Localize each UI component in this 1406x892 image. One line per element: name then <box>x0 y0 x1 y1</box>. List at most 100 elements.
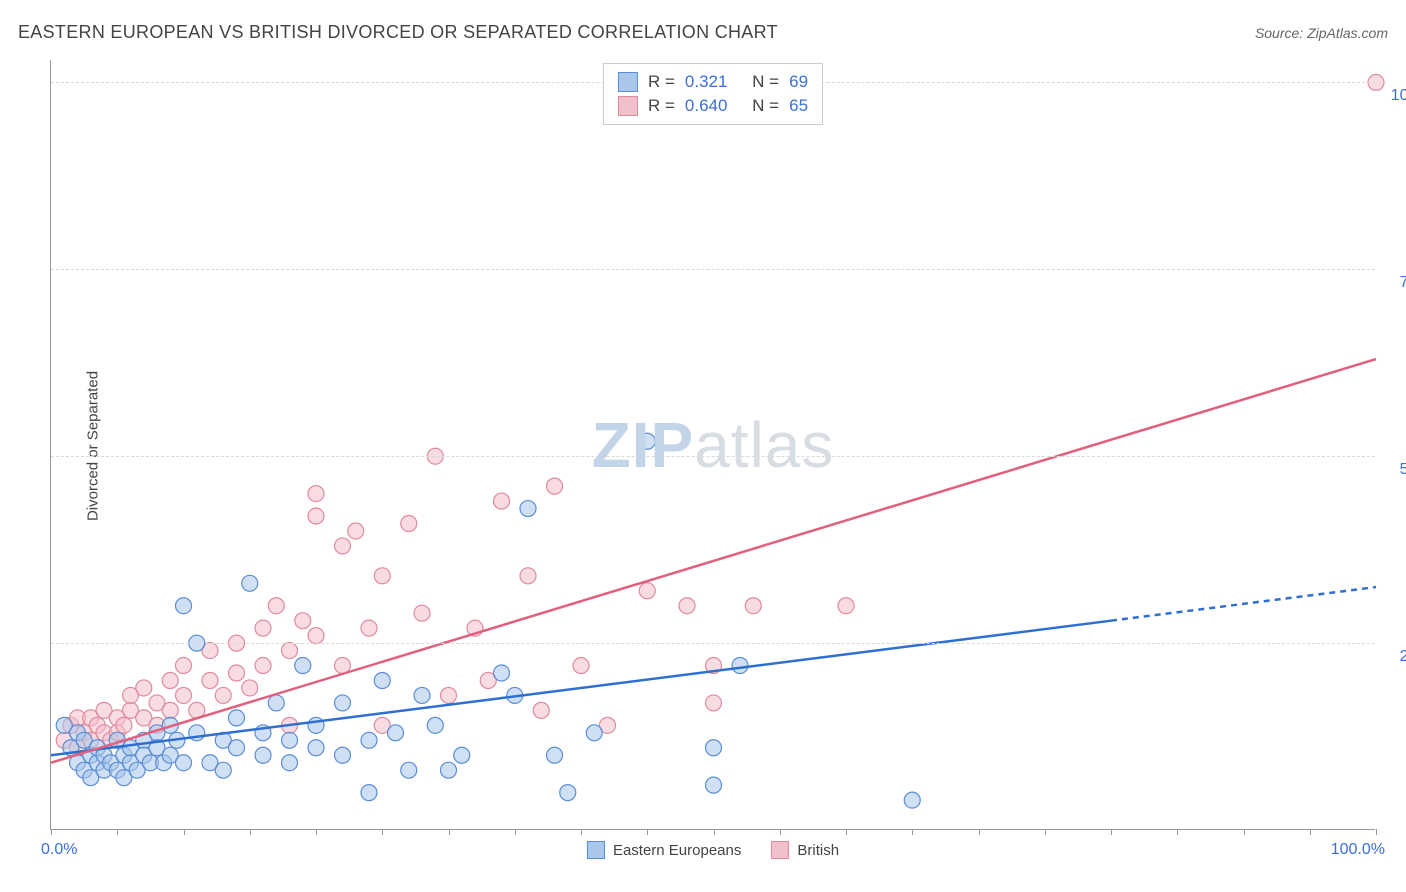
data-point <box>838 598 854 614</box>
y-tick-label: 75.0% <box>1385 274 1406 292</box>
trend-line <box>1111 587 1376 621</box>
data-point <box>308 740 324 756</box>
data-point <box>494 493 510 509</box>
x-tick <box>117 829 118 835</box>
data-point <box>414 687 430 703</box>
x-tick <box>1310 829 1311 835</box>
data-point <box>162 672 178 688</box>
x-axis-label-max: 100.0% <box>1331 841 1385 859</box>
data-point <box>255 747 271 763</box>
legend-swatch-1 <box>618 96 638 116</box>
data-point <box>295 658 311 674</box>
x-tick <box>316 829 317 835</box>
data-point <box>706 740 722 756</box>
data-point <box>706 695 722 711</box>
chart-svg <box>51 60 1375 829</box>
data-point <box>308 628 324 644</box>
data-point <box>401 762 417 778</box>
n-value-1: 65 <box>789 96 808 116</box>
data-point <box>639 583 655 599</box>
x-tick <box>250 829 251 835</box>
legend-item-1: British <box>771 841 839 859</box>
data-point <box>427 717 443 733</box>
data-point <box>374 672 390 688</box>
data-point <box>335 695 351 711</box>
data-point <box>282 755 298 771</box>
x-tick <box>979 829 980 835</box>
data-point <box>229 740 245 756</box>
data-point <box>215 762 231 778</box>
data-point <box>401 515 417 531</box>
data-point <box>520 568 536 584</box>
x-tick <box>714 829 715 835</box>
x-tick <box>912 829 913 835</box>
data-point <box>176 658 192 674</box>
data-point <box>441 687 457 703</box>
data-point <box>361 785 377 801</box>
data-point <box>136 680 152 696</box>
data-point <box>441 762 457 778</box>
data-point <box>242 575 258 591</box>
x-tick <box>1376 829 1377 835</box>
r-value-0: 0.321 <box>685 72 728 92</box>
data-point <box>547 747 563 763</box>
data-point <box>586 725 602 741</box>
data-point <box>229 665 245 681</box>
data-point <box>335 747 351 763</box>
source-attribution: Source: ZipAtlas.com <box>1255 25 1388 41</box>
data-point <box>242 680 258 696</box>
n-value-0: 69 <box>789 72 808 92</box>
data-point <box>454 747 470 763</box>
gridline <box>51 456 1375 457</box>
legend-swatch-bottom-0 <box>587 841 605 859</box>
x-axis-label-min: 0.0% <box>41 841 77 859</box>
data-point <box>745 598 761 614</box>
data-point <box>162 702 178 718</box>
r-value-1: 0.640 <box>685 96 728 116</box>
x-tick <box>449 829 450 835</box>
x-tick <box>581 829 582 835</box>
data-point <box>361 620 377 636</box>
data-point <box>573 658 589 674</box>
data-point <box>255 620 271 636</box>
x-tick <box>51 829 52 835</box>
legend-item-0: Eastern Europeans <box>587 841 741 859</box>
data-point <box>116 717 132 733</box>
data-point <box>255 658 271 674</box>
chart-title: EASTERN EUROPEAN VS BRITISH DIVORCED OR … <box>18 22 778 43</box>
data-point <box>639 433 655 449</box>
series-legend: Eastern Europeans British <box>587 841 839 859</box>
correlation-legend: R = 0.321 N = 69 R = 0.640 N = 65 <box>603 63 823 125</box>
legend-row-series-1: R = 0.640 N = 65 <box>618 94 808 118</box>
data-point <box>282 643 298 659</box>
data-point <box>215 687 231 703</box>
data-point <box>295 613 311 629</box>
y-tick-label: 100.0% <box>1385 87 1406 105</box>
x-tick <box>1111 829 1112 835</box>
x-tick <box>780 829 781 835</box>
gridline <box>51 643 1375 644</box>
x-tick <box>1244 829 1245 835</box>
data-point <box>176 598 192 614</box>
x-tick <box>184 829 185 835</box>
data-point <box>348 523 364 539</box>
data-point <box>268 598 284 614</box>
data-point <box>176 687 192 703</box>
y-tick-label: 50.0% <box>1385 461 1406 479</box>
data-point <box>282 732 298 748</box>
legend-row-series-0: R = 0.321 N = 69 <box>618 70 808 94</box>
gridline <box>51 269 1375 270</box>
data-point <box>308 508 324 524</box>
data-point <box>361 732 377 748</box>
data-point <box>414 605 430 621</box>
data-point <box>706 777 722 793</box>
data-point <box>388 725 404 741</box>
data-point <box>533 702 549 718</box>
plot-area: ZIPatlas R = 0.321 N = 69 R = 0.640 N = … <box>50 60 1375 830</box>
data-point <box>679 598 695 614</box>
chart-header: EASTERN EUROPEAN VS BRITISH DIVORCED OR … <box>18 22 1388 43</box>
data-point <box>520 501 536 517</box>
data-point <box>176 755 192 771</box>
data-point <box>268 695 284 711</box>
data-point <box>732 658 748 674</box>
